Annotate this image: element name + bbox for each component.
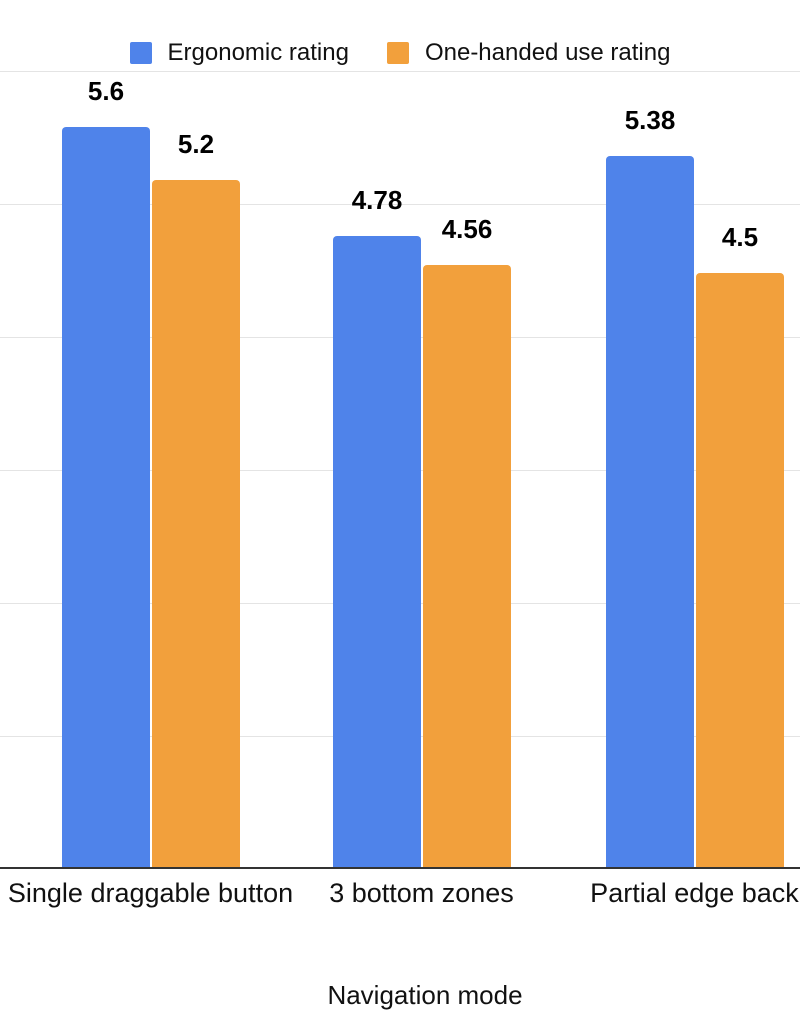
- legend-swatch-orange-icon: [386, 42, 409, 64]
- bar-value-label: 4.56: [441, 214, 493, 244]
- gridline: [0, 204, 800, 205]
- category-label-1: 3 bottom zones: [329, 878, 514, 908]
- x-axis-title: Navigation mode: [327, 980, 523, 1010]
- bar-value-label: 4.5: [721, 222, 759, 252]
- legend-label: One-handed use rating: [424, 39, 671, 66]
- gridline: [0, 71, 800, 72]
- bar-one-handed-2: [696, 273, 784, 869]
- bar-ergonomic-1: [333, 236, 421, 869]
- bar-ergonomic-0: [62, 127, 150, 869]
- x-axis-line: [0, 867, 800, 869]
- bar-one-handed-1: [423, 265, 511, 869]
- bar-value-label: 5.2: [177, 129, 215, 159]
- x-axis-category-labels: Single draggable button 3 bottom zones Par…: [0, 876, 800, 912]
- bar-one-handed-0: [152, 180, 240, 869]
- bar-value-label: 5.6: [87, 76, 125, 106]
- bar-ergonomic-2: [606, 156, 694, 869]
- legend-swatch-blue-icon: [129, 42, 152, 64]
- plot-area: 5.6 4.78 5.38 5.2 4.56 4.5: [0, 71, 800, 869]
- legend-item-one-handed-use-rating: One-handed use rating: [386, 39, 671, 67]
- legend-item-ergonomic-rating: Ergonomic rating: [129, 39, 349, 67]
- legend-label: Ergonomic rating: [167, 39, 349, 66]
- bar-value-label: 4.78: [351, 185, 403, 215]
- category-label-0: Single draggable button: [7, 878, 294, 908]
- legend: Ergonomic rating One-handed use rating: [0, 38, 800, 68]
- bar-value-label: 5.38: [624, 105, 676, 135]
- category-label-2: Partial edge back: [590, 878, 799, 908]
